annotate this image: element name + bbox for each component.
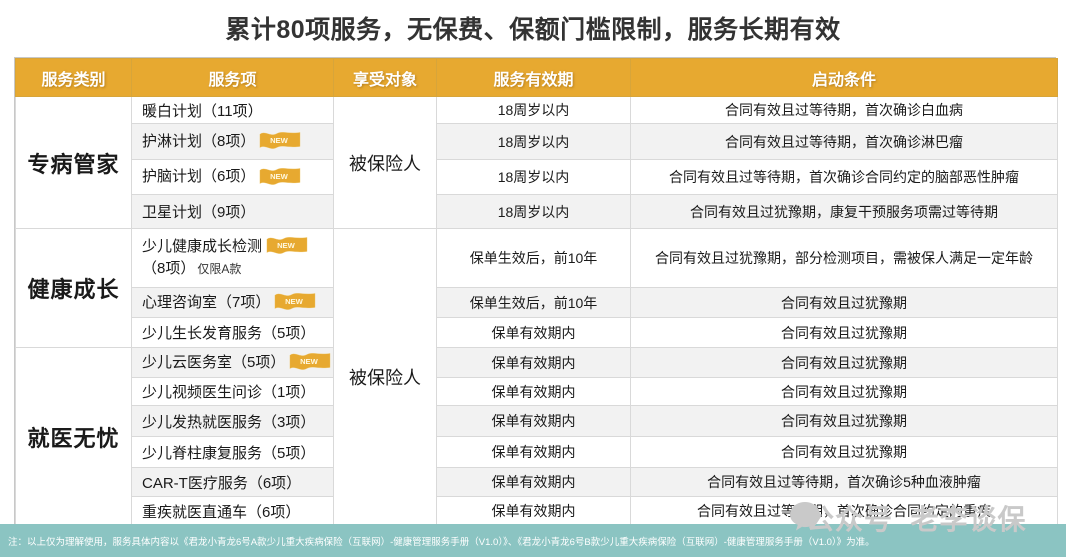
svg-text:NEW: NEW (300, 357, 319, 366)
svg-text:NEW: NEW (270, 136, 289, 145)
svg-text:NEW: NEW (285, 297, 304, 306)
svg-text:NEW: NEW (270, 172, 289, 181)
svg-text:NEW: NEW (277, 241, 296, 250)
